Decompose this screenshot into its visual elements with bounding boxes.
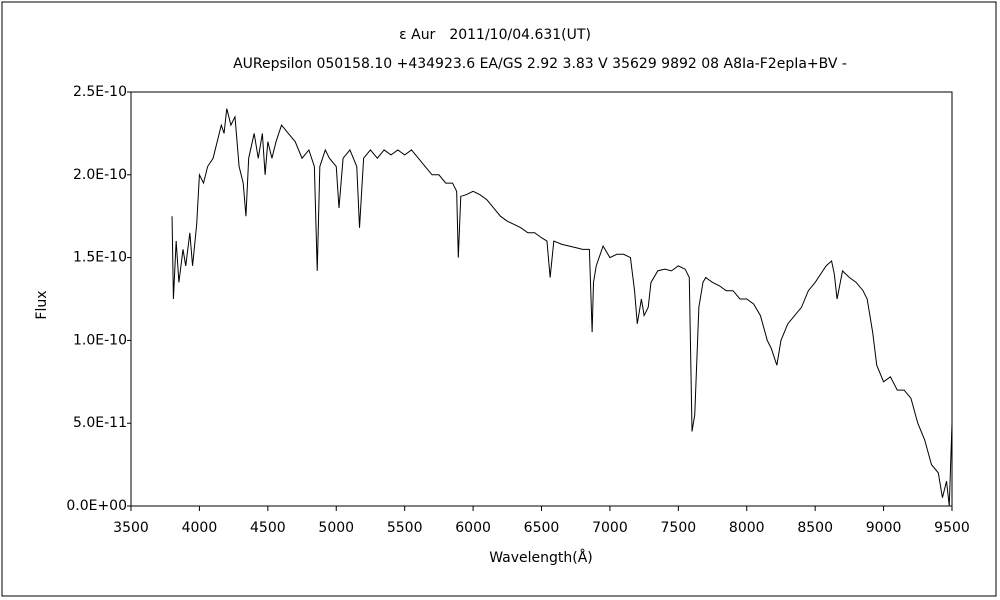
y-tick-label: 5.0E-11 [73,415,127,431]
plot-area [130,91,953,507]
x-tick-label: 8500 [797,520,833,536]
x-tick-label: 3500 [113,520,149,536]
x-tick-label: 6500 [524,520,560,536]
x-tick-label: 7500 [661,520,697,536]
y-tick-label: 2.5E-10 [73,84,127,100]
y-axis-label: Flux [34,290,50,319]
chart-subtitle: AURepsilon 050158.10 +434923.6 EA/GS 2.9… [233,56,847,72]
chart-title: ε Aur 2011/10/04.631(UT) [399,27,591,43]
y-tick-label: 2.0E-10 [73,167,127,183]
x-tick-label: 6000 [455,520,491,536]
x-tick-label: 9000 [866,520,902,536]
x-tick-label: 7000 [592,520,628,536]
x-tick-label: 9500 [934,520,970,536]
x-tick-label: 5000 [318,520,354,536]
spectrum-line [171,108,953,507]
x-tick-label: 8000 [729,520,765,536]
x-tick-label: 5500 [387,520,423,536]
x-axis-label: Wavelength(Å) [489,549,593,566]
y-tick-label: 1.5E-10 [73,250,127,266]
x-tick-label: 4500 [250,520,286,536]
y-tick-label: 1.0E-10 [73,332,127,348]
y-tick-label: 0.0E+00 [66,498,127,514]
x-tick-label: 4000 [182,520,218,536]
